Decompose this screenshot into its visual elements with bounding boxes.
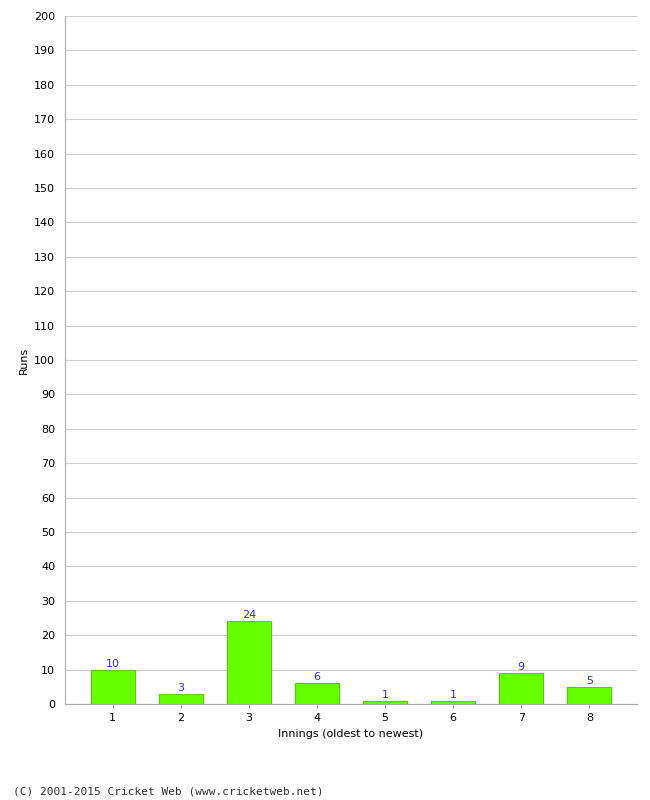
- Bar: [90, 670, 135, 704]
- Text: 9: 9: [517, 662, 525, 672]
- Text: 3: 3: [177, 682, 184, 693]
- Y-axis label: Runs: Runs: [19, 346, 29, 374]
- Text: 5: 5: [586, 676, 593, 686]
- Bar: [159, 694, 203, 704]
- Bar: [295, 683, 339, 704]
- X-axis label: Innings (oldest to newest): Innings (oldest to newest): [278, 729, 424, 738]
- Bar: [227, 622, 271, 704]
- Text: 1: 1: [382, 690, 389, 699]
- Text: 24: 24: [242, 610, 256, 621]
- Text: 1: 1: [450, 690, 457, 699]
- Bar: [499, 673, 543, 704]
- Bar: [363, 701, 407, 704]
- Text: (C) 2001-2015 Cricket Web (www.cricketweb.net): (C) 2001-2015 Cricket Web (www.cricketwe…: [13, 786, 324, 796]
- Bar: [567, 686, 612, 704]
- Text: 10: 10: [106, 658, 120, 669]
- Bar: [431, 701, 475, 704]
- Text: 6: 6: [313, 672, 320, 682]
